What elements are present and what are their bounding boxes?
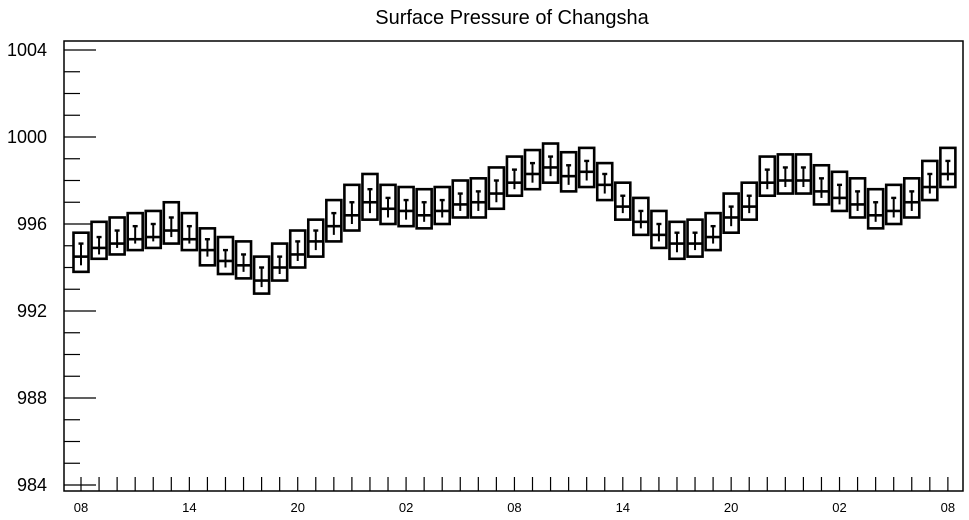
x-tick-label: 14: [616, 500, 630, 515]
y-tick-label: 992: [17, 301, 47, 321]
box-item: [433, 185, 452, 226]
box-item: [126, 211, 144, 252]
box-item: [72, 231, 90, 274]
box-item: [270, 242, 289, 282]
box-item: [758, 155, 777, 198]
box-item: [668, 220, 686, 261]
box-item: [559, 150, 578, 193]
x-tick-label: 02: [832, 500, 846, 515]
box-item: [523, 148, 542, 191]
y-tick-label: 1000: [7, 127, 47, 147]
box-item: [415, 187, 433, 230]
box-item: [812, 163, 831, 206]
box-item: [632, 196, 650, 237]
box-item: [740, 181, 759, 221]
y-tick-label: 988: [17, 388, 47, 408]
box-item: [397, 185, 415, 228]
box-item: [921, 159, 939, 202]
box-item: [198, 227, 217, 267]
box-item: [180, 211, 199, 252]
box-item: [884, 183, 903, 226]
box-item: [650, 209, 668, 250]
box-item: [162, 200, 181, 245]
x-tick-label: 14: [182, 500, 196, 515]
y-tick-label: 1004: [7, 40, 47, 60]
box-item: [577, 146, 596, 189]
x-tick-label: 20: [724, 500, 738, 515]
box-item: [288, 229, 307, 269]
box-item: [108, 216, 126, 256]
box-item: [361, 172, 379, 221]
box-item: [343, 183, 361, 232]
box-item: [252, 255, 271, 295]
box-item: [216, 235, 235, 276]
box-item: [505, 155, 524, 198]
box-item: [306, 218, 325, 258]
box-item: [866, 187, 885, 230]
x-tick-label: 08: [941, 500, 955, 515]
box-item: [541, 142, 560, 184]
box-item: [613, 181, 632, 221]
box-item: [704, 211, 722, 252]
box-item: [939, 146, 957, 189]
box-item: [686, 218, 704, 258]
chart-title: Surface Pressure of Changsha: [375, 7, 649, 29]
box-series: [72, 142, 957, 295]
y-tick-label: 984: [17, 475, 47, 495]
box-item: [379, 183, 397, 226]
box-item: [902, 177, 921, 219]
box-item: [144, 209, 163, 250]
box-item: [325, 198, 343, 243]
box-item: [776, 153, 795, 195]
box-item: [469, 177, 488, 219]
box-item: [830, 170, 849, 213]
x-tick-label: 08: [74, 500, 88, 515]
y-tick-label: 996: [17, 214, 47, 234]
box-item: [722, 192, 740, 235]
box-item: [487, 166, 506, 211]
box-item: [794, 153, 813, 195]
box-item: [234, 240, 253, 280]
x-tick-label: 02: [399, 500, 413, 515]
box-item: [90, 220, 108, 261]
box-item: [595, 161, 614, 202]
x-axis: 08 14 20 02 08 14 20 02 08: [74, 477, 955, 515]
plot-frame: [63, 40, 964, 492]
x-tick-label: 08: [507, 500, 521, 515]
x-tick-label: 20: [290, 500, 304, 515]
box-item: [848, 177, 867, 219]
box-item: [451, 179, 470, 219]
y-axis: 984 988 992 996 1000 1004: [7, 40, 96, 495]
